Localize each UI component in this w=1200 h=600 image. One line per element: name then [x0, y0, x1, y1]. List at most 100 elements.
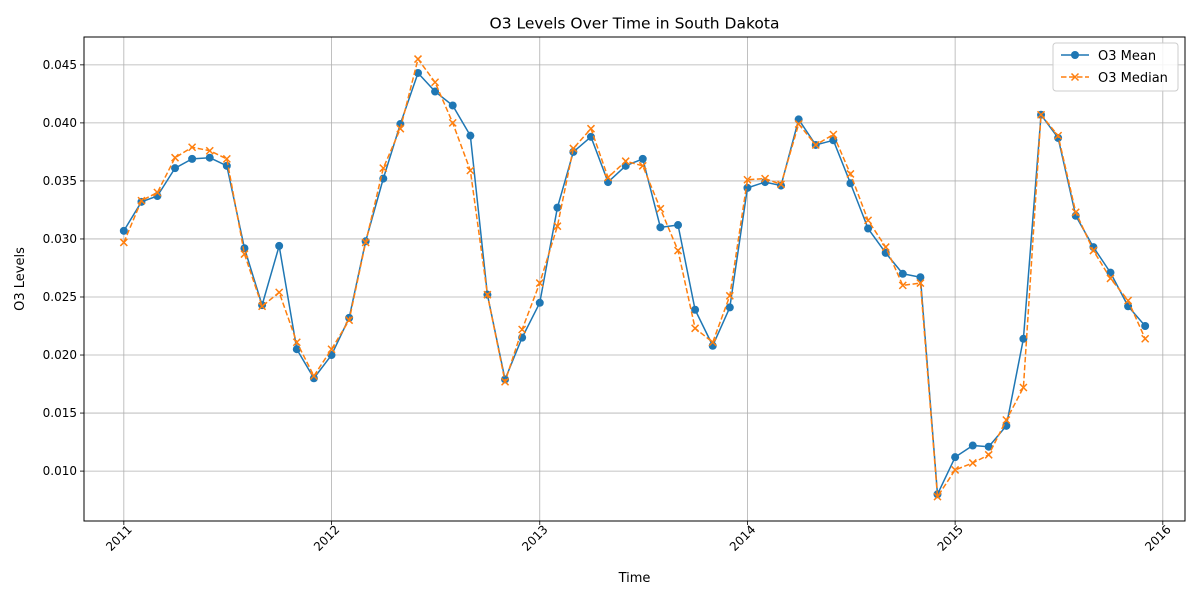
series-o3-median	[119, 55, 1150, 501]
data-point	[205, 146, 214, 155]
data-point	[309, 371, 318, 380]
series-o3-mean	[119, 68, 1150, 499]
data-point	[1054, 131, 1063, 140]
data-point	[1141, 334, 1150, 343]
legend-label-median: O3 Median	[1098, 71, 1168, 86]
data-point	[674, 221, 683, 230]
data-point	[309, 374, 318, 383]
legend-swatch-marker	[1071, 51, 1079, 59]
data-point	[553, 222, 562, 231]
data-point	[153, 188, 162, 197]
data-point	[708, 338, 717, 347]
data-point	[535, 279, 544, 288]
data-point	[448, 118, 457, 127]
data-point	[968, 458, 977, 467]
data-point	[345, 316, 354, 325]
data-point	[1019, 383, 1028, 392]
data-point	[1019, 334, 1028, 343]
y-tick-label: 0.010	[43, 464, 77, 478]
y-tick-label: 0.045	[43, 58, 77, 72]
data-point	[951, 465, 960, 474]
data-point	[466, 131, 475, 140]
data-point	[275, 288, 284, 297]
data-point	[258, 301, 267, 310]
data-point	[984, 442, 993, 451]
data-point	[119, 238, 128, 247]
data-point	[466, 166, 475, 175]
data-point	[829, 130, 838, 139]
data-point	[811, 140, 820, 149]
data-point	[881, 243, 890, 252]
data-point	[743, 175, 752, 184]
data-point	[275, 241, 284, 250]
legend-label-mean: O3 Mean	[1098, 49, 1156, 64]
data-point	[743, 183, 752, 192]
data-point	[119, 226, 128, 235]
data-point	[776, 180, 786, 189]
series-line	[123, 58, 1146, 498]
data-point	[137, 196, 146, 205]
data-point	[691, 324, 700, 333]
data-point	[761, 174, 770, 183]
data-point	[361, 238, 370, 247]
data-point	[535, 298, 544, 307]
data-point	[864, 224, 873, 233]
y-tick-label: 0.020	[43, 348, 77, 362]
data-point	[222, 161, 231, 170]
y-tick-label: 0.035	[43, 174, 77, 188]
data-point	[621, 157, 630, 166]
data-point	[794, 120, 803, 129]
data-point	[240, 244, 249, 253]
y-tick-label: 0.015	[43, 406, 77, 420]
chart-title: O3 Levels Over Time in South Dakota	[490, 15, 780, 33]
data-point	[864, 216, 873, 225]
data-point	[916, 279, 925, 288]
data-point	[1089, 246, 1098, 255]
data-point	[951, 453, 960, 462]
series-layer	[119, 55, 1150, 501]
data-point	[222, 154, 231, 163]
data-point	[846, 169, 855, 178]
data-point	[898, 269, 907, 278]
data-point	[553, 203, 562, 212]
data-point	[396, 124, 405, 133]
data-point	[501, 377, 510, 386]
data-point	[916, 273, 925, 282]
data-point	[604, 173, 613, 182]
data-point	[413, 55, 423, 64]
data-point	[1002, 421, 1011, 430]
grid	[84, 37, 1185, 521]
data-point	[431, 87, 440, 96]
data-point	[1002, 415, 1011, 425]
y-axis-label: O3 Levels	[13, 247, 28, 311]
data-point	[483, 290, 492, 299]
data-point	[1071, 208, 1080, 217]
data-point	[569, 144, 578, 153]
data-point	[725, 291, 734, 300]
data-point	[188, 143, 197, 152]
data-point	[448, 101, 457, 110]
data-point	[933, 492, 942, 501]
data-point	[413, 68, 422, 77]
data-point	[188, 154, 197, 163]
data-point	[327, 345, 336, 354]
data-point	[171, 153, 180, 162]
y-tick-label: 0.040	[43, 116, 77, 130]
data-point	[292, 345, 301, 354]
data-point	[638, 154, 647, 163]
x-axis-label: Time	[618, 571, 651, 586]
data-point	[984, 450, 993, 459]
data-point	[1124, 296, 1133, 305]
data-point	[725, 303, 734, 312]
data-point	[1037, 110, 1046, 119]
data-point	[171, 164, 180, 173]
data-point	[691, 305, 700, 314]
legend-swatch-marker	[1070, 72, 1080, 82]
data-point	[1106, 274, 1115, 283]
y-tick-label: 0.025	[43, 290, 77, 304]
data-point	[240, 250, 249, 259]
data-point	[431, 78, 440, 87]
